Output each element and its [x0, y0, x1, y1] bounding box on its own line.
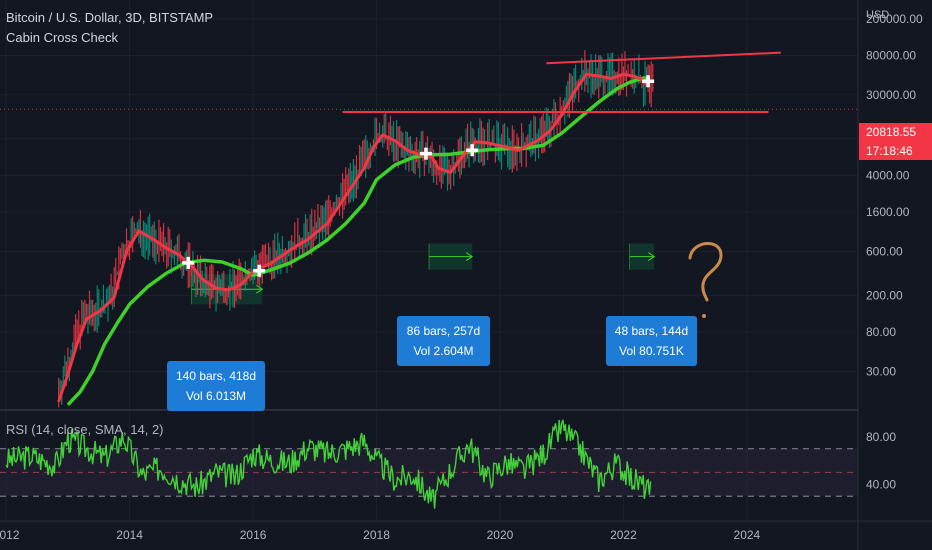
rsi-tick-label: 80.00	[866, 430, 896, 444]
range-callout-1-bars: 140 bars, 418d	[175, 369, 257, 383]
cross-marker-5	[642, 75, 655, 88]
range-callout-2[interactable]: 86 bars, 257d Vol 2.604M	[397, 316, 490, 366]
price-tick-label: 600.00	[866, 244, 903, 258]
time-tick-label: 2014	[116, 528, 143, 542]
fast-ma-line	[57, 72, 650, 403]
range-arrowhead-1	[256, 284, 264, 294]
range-callout-1[interactable]: 140 bars, 418d Vol 6.013M	[167, 361, 265, 411]
range-callout-2-volume: Vol 2.604M	[413, 344, 474, 358]
moving-averages	[57, 72, 650, 407]
trendlines[interactable]	[342, 51, 781, 114]
time-axis[interactable]: 2012 2014 2016 2018 2020 2022 2024	[0, 528, 761, 542]
time-tick-label: 2022	[610, 528, 637, 542]
price-tick-label: 80000.00	[866, 48, 916, 62]
currency-label: USD	[866, 9, 890, 21]
cross-marker-1	[182, 256, 195, 269]
indicator-name: Cabin Cross Check	[6, 30, 118, 45]
range-callout-1-volume: Vol 6.013M	[185, 389, 247, 403]
question-mark-dot	[702, 314, 706, 318]
cross-marker-3	[419, 147, 432, 160]
price-tick-label: 1600.00	[866, 205, 910, 219]
question-mark-drawing	[688, 242, 723, 302]
cross-marker-4	[466, 144, 479, 157]
range-callout-3-bars: 48 bars, 144d	[614, 324, 689, 338]
rsi-tick-label: 40.00	[866, 477, 896, 491]
price-tick-label: 80.00	[866, 325, 896, 339]
price-tick-label: 4000.00	[866, 168, 910, 182]
time-tick-label: 2016	[240, 528, 267, 542]
price-tick-label: 200.00	[866, 288, 903, 302]
cross-marker-2	[253, 264, 266, 277]
range-callout-2-bars: 86 bars, 257d	[406, 324, 481, 338]
price-tick-label: 200000.00	[866, 12, 923, 26]
slow-ma-line	[66, 75, 649, 407]
range-callout-3-volume: Vol 80.751K	[619, 344, 684, 358]
time-tick-label: 2020	[487, 528, 514, 542]
last-price-tag: 20818.55	[859, 123, 932, 142]
time-tick-label: 2012	[0, 528, 20, 542]
rsi-indicator-label: RSI (14, close, SMA, 14, 2)	[6, 422, 164, 437]
rsi-pane	[0, 419, 858, 509]
chart-title: Bitcoin / U.S. Dollar, 3D, BITSTAMP	[6, 10, 214, 25]
range-arrowhead-3	[648, 252, 656, 262]
grid	[0, 0, 858, 520]
bar-countdown-tag: 17:18:46	[859, 142, 932, 160]
price-tick-label: 30000.00	[866, 88, 916, 102]
cross-markers	[182, 75, 655, 277]
rsi-line	[5, 419, 652, 509]
time-tick-label: 2018	[363, 528, 390, 542]
range-callout-3[interactable]: 48 bars, 144d Vol 80.751K	[606, 316, 697, 366]
range-arrowhead-2	[465, 252, 474, 262]
price-tick-label: 30.00	[866, 364, 896, 378]
trendline-2	[546, 51, 781, 65]
time-tick-label: 2024	[734, 528, 761, 542]
